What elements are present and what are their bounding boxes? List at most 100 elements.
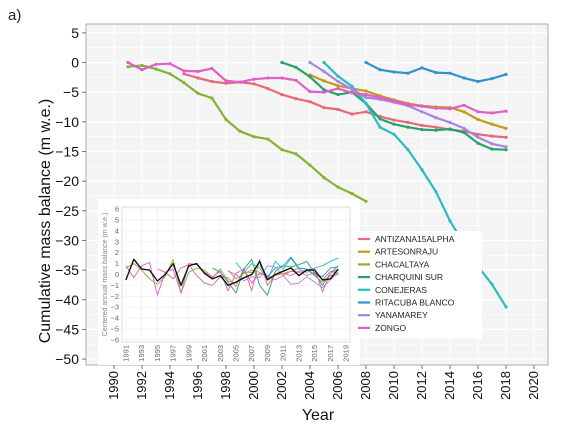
- data-point: [154, 67, 158, 71]
- legend-background: [354, 231, 482, 339]
- legend-label: CONEJERAS: [375, 285, 427, 295]
- data-point: [476, 141, 480, 145]
- data-point: [196, 76, 200, 80]
- data-point: [280, 93, 284, 97]
- x-tick-label: 2010: [386, 371, 401, 400]
- data-point: [308, 163, 312, 167]
- data-point: [364, 199, 368, 203]
- data-point: [322, 60, 326, 65]
- series-zongo: [126, 60, 508, 115]
- data-point: [336, 84, 340, 88]
- data-point: [364, 110, 368, 114]
- y-axis-label: Cumulative mass balance (m w.e.): [37, 99, 54, 344]
- data-point: [308, 75, 312, 79]
- inset-x-tick-label: 2017: [326, 345, 335, 362]
- data-point: [462, 103, 466, 107]
- y-tick-label: 5: [71, 25, 79, 41]
- y-tick-label: 0: [71, 55, 79, 71]
- data-point: [420, 168, 424, 172]
- y-tick-label: −10: [55, 114, 79, 130]
- legend-label: ZONGO: [375, 323, 407, 333]
- inset-x-tick-label: 1993: [137, 345, 146, 362]
- inset-x-tick-label: 2001: [200, 345, 209, 362]
- inset-y-tick-label: 5: [115, 216, 119, 225]
- data-point: [210, 96, 214, 100]
- y-tick-label: −45: [55, 321, 79, 337]
- inset-x-tick-label: 2005: [232, 345, 241, 362]
- inset-x-tick-label: 2009: [263, 345, 272, 362]
- series-line: [127, 64, 367, 203]
- inset-series-mean: [125, 258, 339, 287]
- legend-label: CHARQUINI SUR: [375, 272, 443, 282]
- inset-x-tick-label: 1997: [169, 345, 178, 362]
- data-point: [462, 76, 466, 80]
- data-point: [364, 101, 368, 106]
- data-point: [308, 100, 312, 104]
- inset-x-tick-label: 2015: [310, 345, 319, 362]
- data-point: [406, 120, 410, 124]
- y-tick-label: −5: [63, 84, 79, 100]
- inset-series-zongo: [125, 262, 339, 296]
- data-point: [126, 65, 130, 69]
- data-point: [462, 110, 466, 114]
- data-point: [392, 70, 396, 74]
- data-point: [126, 60, 130, 65]
- x-tick-label: 1996: [190, 371, 205, 400]
- legend-item-zongo: ZONGO: [358, 323, 407, 333]
- inset-y-tick-label: −3: [110, 303, 119, 312]
- data-point: [378, 117, 382, 121]
- data-point: [504, 109, 508, 113]
- data-point: [476, 135, 480, 139]
- legend-label: ARTESONRAJU: [375, 247, 438, 257]
- x-tick-label: 2006: [330, 371, 345, 400]
- data-point: [406, 125, 410, 129]
- series-layer: [126, 60, 508, 309]
- data-point: [434, 128, 438, 132]
- data-point: [322, 69, 326, 73]
- inset-y-tick-label: 4: [115, 226, 119, 235]
- data-point: [294, 152, 298, 156]
- data-point: [378, 125, 382, 129]
- legend-item-chacaltaya: CHACALTAYA: [358, 259, 429, 269]
- data-point: [210, 79, 214, 84]
- inset-series-antizana15alpha: [157, 258, 339, 292]
- data-point: [364, 93, 368, 97]
- data-point: [224, 79, 228, 83]
- data-point: [420, 123, 424, 127]
- data-point: [224, 117, 228, 122]
- inset-y-axis-label: Centered annual mass balance (m w.e.): [102, 213, 109, 337]
- inset-y-tick-label: 1: [115, 259, 119, 268]
- data-point: [490, 111, 494, 115]
- data-point: [322, 88, 326, 92]
- inset-x-tick-label: 1999: [184, 345, 193, 362]
- x-tick-label: 2012: [414, 371, 429, 400]
- inset-series-conejeras: [235, 257, 339, 281]
- panel-label: a): [8, 7, 21, 24]
- data-point: [336, 79, 340, 84]
- x-tick-label: 2008: [358, 371, 373, 400]
- legend-label: ANTIZANA15ALPHA: [375, 234, 455, 244]
- data-point: [504, 305, 508, 309]
- x-tick-label: 1994: [162, 371, 177, 400]
- x-tick-label: 2018: [498, 371, 513, 400]
- data-point: [476, 132, 480, 136]
- data-point: [322, 79, 326, 83]
- inset-y-tick-label: 0: [115, 270, 119, 279]
- data-point: [252, 77, 256, 81]
- legend-label: CHACALTAYA: [375, 259, 429, 269]
- data-point: [448, 219, 452, 223]
- data-point: [140, 68, 144, 72]
- x-tick-label: 1990: [106, 371, 121, 400]
- inset-y-tick-label: 3: [115, 237, 119, 246]
- data-point: [476, 79, 480, 84]
- data-point: [350, 87, 354, 91]
- x-tick-label: 1998: [218, 371, 233, 400]
- data-point: [434, 125, 438, 129]
- inset-x-tick-label: 1991: [121, 345, 130, 362]
- data-point: [406, 71, 410, 75]
- data-point: [350, 84, 354, 88]
- data-point: [140, 63, 144, 68]
- data-point: [154, 62, 158, 66]
- data-point: [266, 137, 270, 141]
